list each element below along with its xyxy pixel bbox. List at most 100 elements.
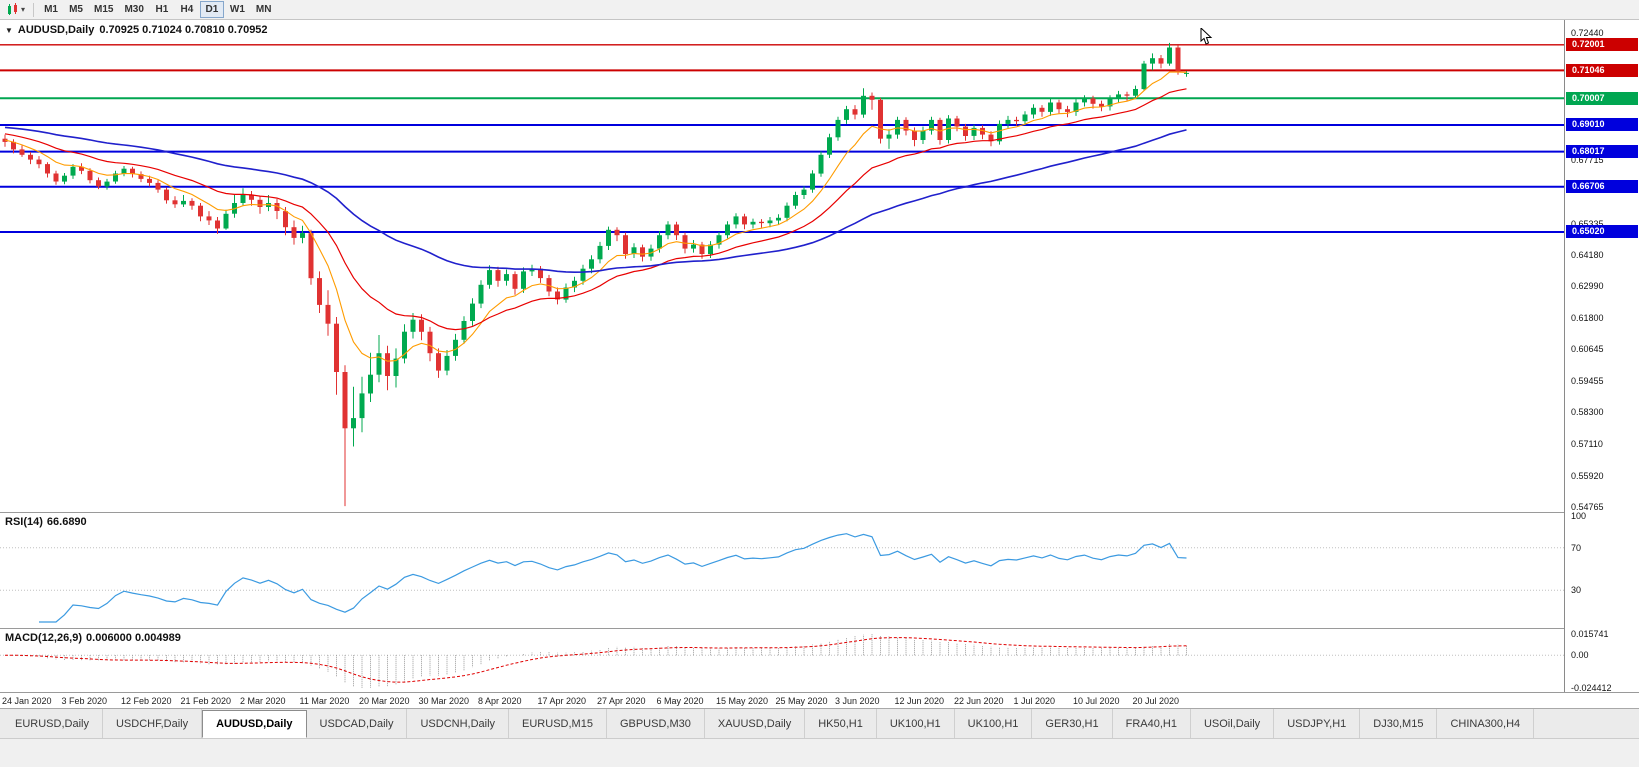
candle	[759, 219, 764, 228]
timeframe-button-w1[interactable]: W1	[229, 4, 245, 15]
date-label: 22 Jun 2020	[954, 696, 1004, 706]
candle	[274, 199, 280, 220]
candle	[470, 298, 475, 326]
candle	[249, 191, 254, 206]
candle	[580, 264, 586, 285]
candle	[53, 170, 59, 185]
candle	[835, 116, 841, 141]
mouse-cursor	[1200, 28, 1213, 45]
price-label: 0.55920	[1571, 471, 1604, 481]
chart-collapse-caret[interactable]: ▼	[5, 25, 13, 35]
timeframe-button-mn[interactable]: MN	[255, 4, 272, 15]
candle	[623, 232, 628, 259]
candle	[359, 376, 365, 433]
candle	[793, 191, 798, 209]
candle	[113, 170, 118, 184]
horizontal-lines	[0, 44, 1564, 233]
candle	[844, 105, 849, 124]
candle	[223, 209, 229, 230]
candle	[784, 202, 790, 222]
price-label: 0.60645	[1571, 344, 1604, 354]
timeframe-button-m1[interactable]: M1	[44, 4, 58, 15]
price-label: 0.54765	[1571, 502, 1604, 512]
candle	[62, 173, 67, 185]
price-badge-0.68017: 0.68017	[1566, 145, 1638, 158]
chart-tab-china300-h4[interactable]: CHINA300,H4	[1437, 709, 1535, 738]
toolbar-separator	[33, 2, 35, 17]
pane-separator-macd[interactable]	[0, 628, 1639, 629]
candle	[1065, 105, 1070, 118]
candle	[589, 255, 594, 274]
chart-tab-gbpusd-m30[interactable]: GBPUSD,M30	[607, 709, 705, 738]
candle	[538, 266, 543, 283]
price-axis[interactable]: 0.72440 0.67715 0.65335 0.64180 0.62990 0.618…	[1564, 20, 1639, 693]
candle	[767, 217, 773, 228]
timeframe-button-m5[interactable]: M5	[69, 4, 83, 15]
candle	[1005, 115, 1011, 128]
candle	[1133, 85, 1138, 99]
macd-axis-label: -0.024412	[1571, 683, 1612, 693]
candle	[1048, 99, 1053, 116]
macd-values: 0.006000 0.004989	[86, 632, 181, 644]
timeframe-button-d1[interactable]: D1	[199, 1, 224, 18]
candle	[487, 265, 492, 289]
chart-tab-dj30-m15[interactable]: DJ30,M15	[1360, 709, 1438, 738]
date-axis[interactable]: 24 Jan 2020 3 Feb 2020 12 Feb 2020 21 Feb 2…	[0, 692, 1639, 708]
candle	[631, 243, 637, 258]
macd-axis-label: 0.00	[1571, 650, 1589, 660]
chart-tab-ger30-h1[interactable]: GER30,H1	[1032, 709, 1113, 738]
date-label: 27 Apr 2020	[597, 696, 646, 706]
rsi-axis-label: 70	[1571, 543, 1582, 553]
candle	[954, 115, 960, 132]
ma-line-8	[4, 71, 1187, 362]
candle	[436, 348, 441, 378]
chart-tab-hk50-h1[interactable]: HK50,H1	[805, 709, 877, 738]
candle	[79, 163, 84, 175]
candle	[393, 348, 399, 388]
candle	[104, 178, 110, 190]
chart-tab-fra40-h1[interactable]: FRA40,H1	[1113, 709, 1191, 738]
candle	[725, 221, 730, 239]
timeframe-button-m30[interactable]: M30	[124, 4, 144, 15]
candle	[742, 213, 747, 230]
price-label: 0.64180	[1571, 250, 1604, 260]
candle	[28, 152, 33, 165]
candle	[215, 217, 220, 234]
candle	[351, 386, 356, 447]
chart-symbol-label: AUDUSD,Daily	[17, 24, 95, 36]
timeframe-button-m15[interactable]: M15	[94, 4, 114, 15]
candle	[1031, 104, 1036, 119]
candle	[189, 198, 195, 210]
chart-tab-eurusd-m15[interactable]: EURUSD,M15	[509, 709, 607, 738]
chart-tab-uk100-h1[interactable]: UK100,H1	[877, 709, 955, 738]
candle	[402, 324, 407, 364]
chart-area[interactable]: ▼ AUDUSD,Daily 0.70925 0.71024 0.70810 0…	[0, 20, 1639, 708]
timeframe-button-h4[interactable]: H4	[180, 4, 194, 15]
chart-ohlc-values: 0.70925 0.71024 0.70810 0.70952	[99, 24, 268, 36]
candle	[1124, 91, 1130, 101]
chart-tab-usdcnh-daily[interactable]: USDCNH,Daily	[407, 709, 510, 738]
pane-separator-rsi[interactable]	[0, 512, 1639, 513]
date-label: 8 Apr 2020	[478, 696, 522, 706]
price-chart-canvas[interactable]	[0, 20, 1564, 512]
date-label: 24 Jan 2020	[2, 696, 52, 706]
chart-tab-uk100-h1[interactable]: UK100,H1	[955, 709, 1033, 738]
chart-tab-usdjpy-h1[interactable]: USDJPY,H1	[1274, 709, 1361, 738]
macd-pane-canvas[interactable]	[0, 628, 1564, 692]
candle	[1107, 95, 1113, 111]
chart-tab-usdchf-daily[interactable]: USDCHF,Daily	[103, 709, 203, 738]
chart-tab-xauusd-daily[interactable]: XAUUSD,Daily	[705, 709, 806, 738]
timeframe-button-h1[interactable]: H1	[155, 4, 169, 15]
candle	[716, 232, 722, 249]
date-label: 30 Mar 2020	[418, 696, 470, 706]
chart-tab-usdcad-daily[interactable]: USDCAD,Daily	[307, 709, 408, 738]
rsi-pane-canvas[interactable]	[0, 512, 1564, 628]
chart-tab-usoil-daily[interactable]: USOil,Daily	[1191, 709, 1275, 738]
candle	[1150, 53, 1155, 71]
chart-tab-eurusd-daily[interactable]: EURUSD,Daily	[2, 709, 103, 738]
candle	[121, 166, 127, 177]
candle	[1175, 45, 1181, 75]
chart-type-button[interactable]: ▾	[3, 1, 28, 19]
candle	[368, 352, 373, 402]
chart-tab-audusd-daily[interactable]: AUDUSD,Daily	[202, 710, 307, 738]
